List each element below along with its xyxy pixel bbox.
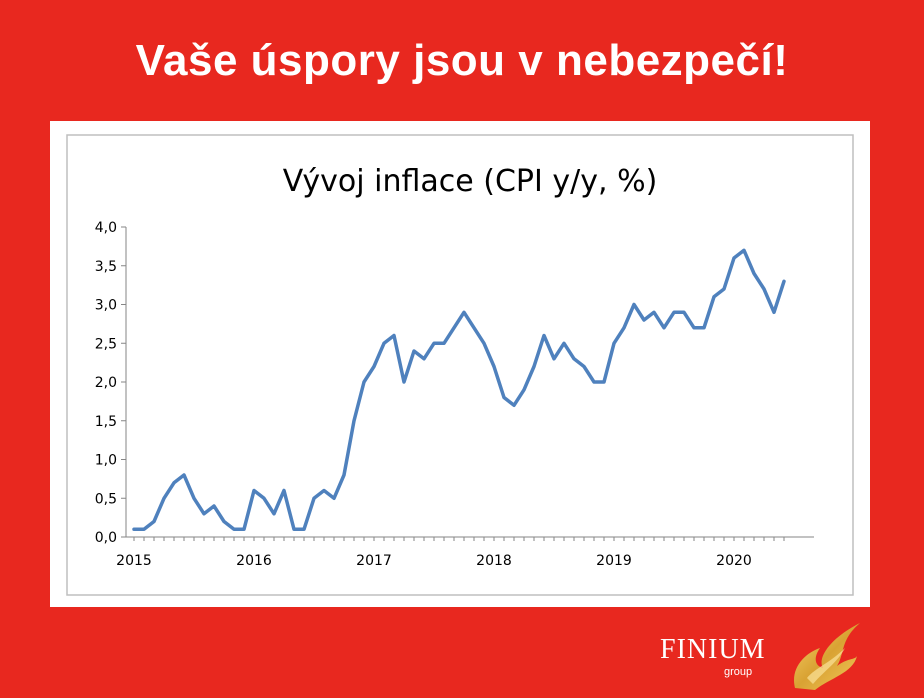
x-tick-label: 2017 bbox=[356, 553, 392, 569]
chart-series bbox=[132, 248, 786, 532]
flame-logo-icon bbox=[794, 623, 860, 690]
y-tick-label: 0,0 bbox=[95, 530, 117, 546]
y-tick-label: 4,0 bbox=[95, 220, 117, 236]
x-tick-label: 2020 bbox=[716, 553, 752, 569]
y-tick-label: 3,0 bbox=[95, 298, 117, 314]
chart-frame bbox=[66, 134, 854, 596]
y-tick-label: 0,5 bbox=[95, 491, 117, 507]
x-tick-label: 2019 bbox=[596, 553, 632, 569]
y-tick-label: 3,5 bbox=[95, 259, 117, 275]
y-tick-label: 1,5 bbox=[95, 414, 117, 430]
chart-axes: 0,0 0,5 1,0 1,5 2,0 2,5 3,0 3,5 4,0 2015 2016 2017 2… bbox=[95, 220, 814, 569]
logo-subtext: group bbox=[724, 666, 753, 678]
y-tick-label: 2,0 bbox=[95, 375, 117, 391]
x-tick-label: 2016 bbox=[236, 553, 272, 569]
x-tick-label: 2015 bbox=[116, 553, 152, 569]
headline: Vaše úspory jsou v nebezpečí! bbox=[135, 36, 789, 85]
chart-title: Vývoj inflace (CPI y/y, %) bbox=[283, 164, 658, 199]
logo-wordmark: FINIUM bbox=[660, 634, 766, 665]
x-tick-label: 2018 bbox=[476, 553, 512, 569]
inflation-chart: Vývoj inflace (CPI y/y, %) 0,0 0,5 1,0 1,5 2… bbox=[66, 134, 854, 596]
y-tick-label: 1,0 bbox=[95, 453, 117, 469]
series-line bbox=[132, 248, 786, 532]
finium-logo: FINIUM group bbox=[660, 618, 870, 693]
y-tick-label: 2,5 bbox=[95, 336, 117, 352]
chart-card: Vývoj inflace (CPI y/y, %) 0,0 0,5 1,0 1,5 2… bbox=[50, 121, 870, 607]
